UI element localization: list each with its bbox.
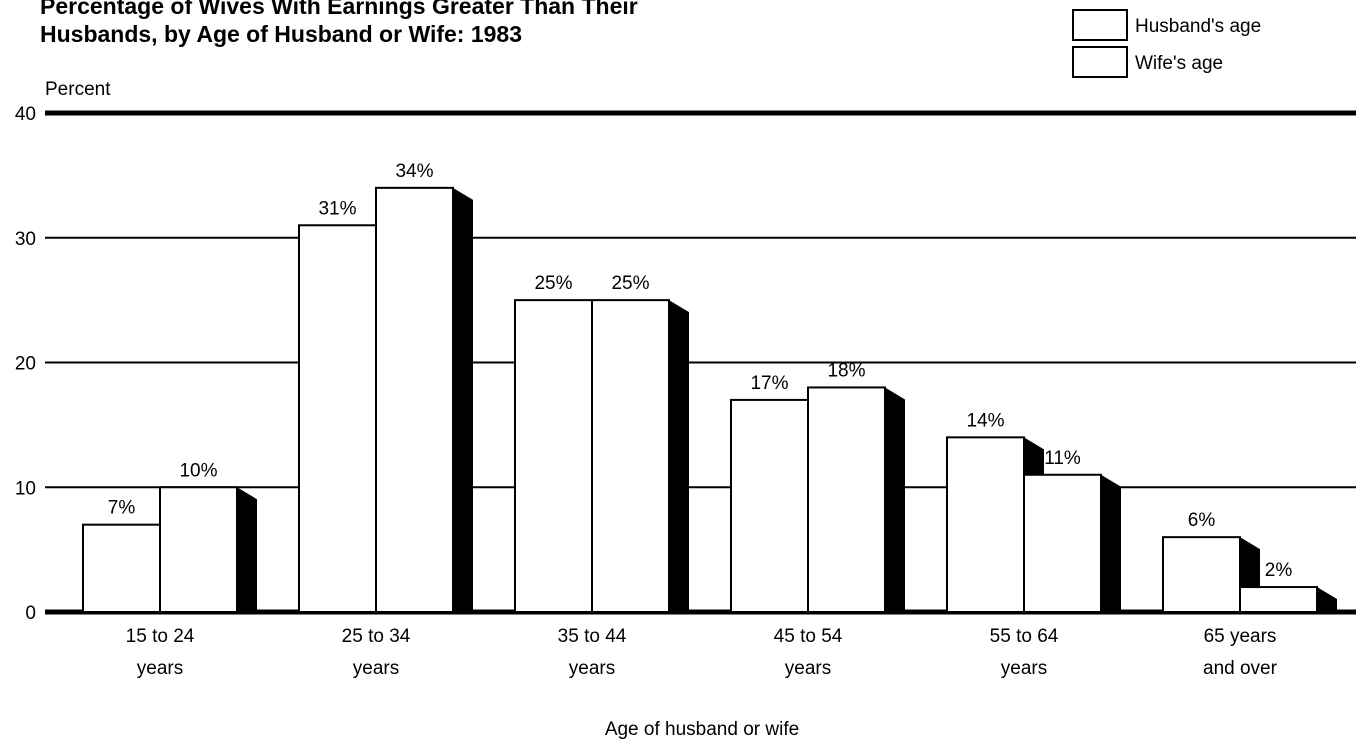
bar [807,386,886,614]
bar [298,224,377,613]
y-axis-label: Percent [45,79,111,100]
x-tick-label: years [1001,658,1047,679]
x-tick-label: 15 to 24 [126,626,195,647]
bar [375,186,454,613]
y-tick-label: 0 [25,603,36,624]
legend-label: Wife's age [1135,53,1223,74]
legend-swatch [1072,46,1128,78]
x-tick-label: years [353,658,399,679]
x-tick-label: years [137,658,183,679]
bar [730,398,809,613]
value-label: 2% [1265,560,1293,581]
bar [591,299,670,613]
value-label: 25% [611,273,649,294]
x-tick-label: and over [1203,658,1278,679]
value-label: 25% [534,273,572,294]
value-label: 31% [318,198,356,219]
bar-side [237,487,257,612]
x-tick-label: years [569,658,615,679]
bar-side [885,387,905,612]
x-tick-label: 55 to 64 [990,626,1059,647]
bar [1239,586,1318,613]
x-tick-label: 35 to 44 [558,626,627,647]
value-label: 11% [1044,448,1081,469]
bar [514,299,593,613]
value-label: 14% [966,410,1004,431]
legend-label: Husband's age [1135,16,1261,37]
value-label: 6% [1188,510,1216,531]
bar [1023,473,1102,613]
bar [82,523,161,613]
x-tick-label: 45 to 54 [774,626,843,647]
y-tick-label: 20 [15,354,36,375]
x-axis-label: Age of husband or wife [605,719,799,740]
bar [946,436,1025,613]
bar-side [669,300,689,612]
y-tick-label: 40 [15,104,36,125]
bar-side [453,187,473,612]
value-label: 10% [179,460,217,481]
y-tick-label: 10 [15,478,36,499]
x-tick-label: 25 to 34 [342,626,411,647]
x-tick-label: years [785,658,831,679]
bar [1162,536,1241,614]
chart-title: Husbands, by Age of Husband or Wife: 198… [40,21,522,47]
bar [159,486,238,613]
value-label: 34% [395,161,433,182]
legend-swatch [1072,9,1128,41]
value-label: 17% [750,373,788,394]
value-label: 7% [108,498,136,519]
x-tick-label: 65 years [1204,626,1277,647]
y-tick-label: 30 [15,229,36,250]
chart-title: Percentage of Wives With Earnings Greate… [40,0,638,19]
value-label: 18% [827,360,865,381]
bar-side [1317,587,1337,612]
bar-side [1101,474,1121,612]
